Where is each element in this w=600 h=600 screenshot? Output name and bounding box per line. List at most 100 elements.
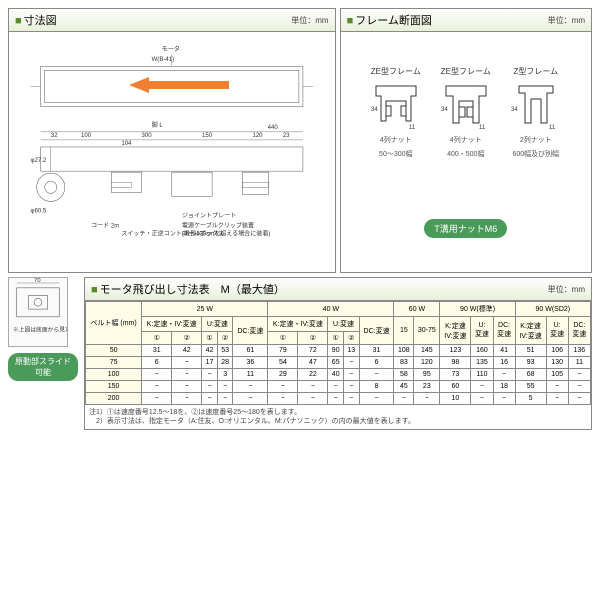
data-cell: −: [359, 393, 394, 405]
svg-text:脚 L: 脚 L: [152, 121, 164, 129]
table-row: 756−172836544765−68312098135169313011: [86, 357, 591, 369]
data-cell: 10: [440, 393, 471, 405]
side-drawing: 70 ※上図は底面から見た場合: [8, 277, 68, 347]
motor-header: モータ飛び出し寸法表 M（最大値） 単位：mm: [85, 278, 591, 301]
data-cell: 31: [359, 345, 394, 357]
data-cell: 54: [268, 357, 298, 369]
data-cell: −: [202, 369, 218, 381]
data-cell: −: [493, 369, 515, 381]
svg-text:電源ケーブルクリップ装置: 電源ケーブルクリップ装置: [182, 222, 254, 230]
dimension-title: 寸法図: [15, 12, 57, 28]
data-cell: −: [493, 393, 515, 405]
data-cell: −: [217, 393, 233, 405]
data-cell: 42: [172, 345, 202, 357]
dimension-diagram-section: 寸法図 単位：mm モータ φ60.5 φ27.2: [8, 8, 336, 273]
side-column: 70 ※上図は底面から見た場合 原動部スライド可能: [8, 277, 78, 430]
table-row: 100−−−311292240−−589573110−68105−: [86, 369, 591, 381]
svg-text:コード 2m: コード 2m: [91, 223, 119, 230]
data-cell: 28: [217, 357, 233, 369]
frame-unit: 単位：mm: [548, 15, 585, 26]
data-cell: 55: [515, 381, 546, 393]
frame-section: フレーム断面図 単位：mm ZE型フレーム 3411 4列ナット 50～300幅…: [340, 8, 592, 273]
data-cell: 65: [328, 357, 344, 369]
table-note: 注1）①は速度番号12.5〜18を、②は速度番号25〜180を表します。 2）表…: [85, 405, 591, 429]
data-cell: 60: [440, 381, 471, 393]
data-cell: 47: [298, 357, 328, 369]
data-cell: 145: [414, 345, 440, 357]
data-cell: −: [568, 369, 590, 381]
t-nut-badge: T溝用ナットM6: [424, 219, 507, 238]
slide-badge: 原動部スライド可能: [8, 353, 78, 381]
data-cell: 18: [493, 381, 515, 393]
data-cell: 51: [515, 345, 546, 357]
data-cell: 29: [268, 369, 298, 381]
belt-cell: 75: [86, 357, 142, 369]
svg-text:φ60.5: φ60.5: [31, 209, 47, 215]
data-cell: −: [568, 381, 590, 393]
svg-text:104: 104: [121, 141, 132, 147]
belt-cell: 100: [86, 369, 142, 381]
data-cell: 45: [394, 381, 414, 393]
table-row: 150−−−−−−−−−8452360−1855−−: [86, 381, 591, 393]
data-cell: 58: [394, 369, 414, 381]
data-cell: 120: [414, 357, 440, 369]
data-cell: −: [328, 393, 344, 405]
data-cell: −: [142, 381, 172, 393]
data-cell: −: [172, 357, 202, 369]
dimension-header: 寸法図 単位：mm: [9, 9, 335, 32]
svg-text:440: 440: [268, 125, 279, 131]
data-cell: 98: [440, 357, 471, 369]
data-cell: 130: [546, 357, 568, 369]
frame-item-ze1: ZE型フレーム 3411 4列ナット 50～300幅: [371, 66, 421, 159]
svg-text:※上図は底面から見た場合: ※上図は底面から見た場合: [13, 325, 68, 333]
svg-text:W(B-41): W(B-41): [152, 57, 175, 63]
data-cell: 90: [328, 345, 344, 357]
svg-text:11: 11: [549, 125, 556, 131]
svg-text:70: 70: [34, 278, 40, 284]
data-cell: −: [217, 381, 233, 393]
direction-arrow: [129, 77, 229, 93]
svg-text:11: 11: [479, 125, 486, 131]
dim-motor-label: モータ: [162, 45, 180, 53]
svg-text:300: 300: [142, 133, 153, 139]
th-belt: ベルト幅 (mm): [86, 302, 142, 345]
data-cell: 83: [394, 357, 414, 369]
data-cell: 68: [515, 369, 546, 381]
data-cell: 79: [268, 345, 298, 357]
data-cell: 160: [471, 345, 493, 357]
data-cell: 73: [440, 369, 471, 381]
data-cell: −: [471, 381, 493, 393]
svg-text:120: 120: [252, 133, 263, 139]
frame-title: フレーム断面図: [347, 12, 432, 28]
data-cell: −: [298, 393, 328, 405]
table-row: 200−−−−−−−−−−−−10−−5−−: [86, 393, 591, 405]
data-cell: 36: [233, 357, 268, 369]
motor-table: ベルト幅 (mm) 25 W 40 W 60 W 90 W(標準) 90 W(S…: [85, 301, 591, 405]
data-cell: −: [202, 393, 218, 405]
data-cell: 16: [493, 357, 515, 369]
data-cell: 11: [233, 369, 268, 381]
motor-title: モータ飛び出し寸法表 M（最大値）: [91, 281, 285, 297]
data-cell: 72: [298, 345, 328, 357]
data-cell: −: [344, 393, 360, 405]
data-cell: −: [546, 381, 568, 393]
data-cell: 123: [440, 345, 471, 357]
data-cell: 110: [471, 369, 493, 381]
motor-table-section: モータ飛び出し寸法表 M（最大値） 単位：mm ベルト幅 (mm) 25 W 4…: [84, 277, 592, 430]
data-cell: −: [328, 381, 344, 393]
data-cell: 11: [568, 357, 590, 369]
data-cell: 13: [344, 345, 360, 357]
data-cell: −: [546, 393, 568, 405]
svg-text:100: 100: [81, 133, 92, 139]
data-cell: 40: [328, 369, 344, 381]
data-cell: −: [359, 369, 394, 381]
data-cell: 95: [414, 369, 440, 381]
data-cell: 93: [515, 357, 546, 369]
data-cell: 6: [359, 357, 394, 369]
data-cell: −: [233, 381, 268, 393]
data-cell: −: [344, 381, 360, 393]
data-cell: −: [233, 393, 268, 405]
svg-text:23: 23: [283, 133, 290, 139]
data-cell: 31: [142, 345, 172, 357]
data-cell: −: [344, 357, 360, 369]
